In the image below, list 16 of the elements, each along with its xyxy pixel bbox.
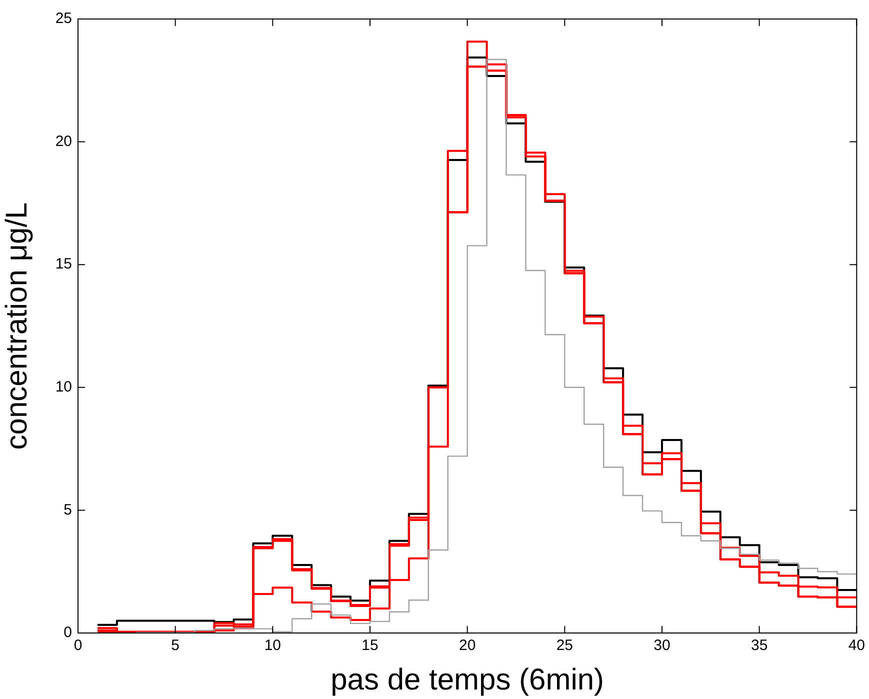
x-tick-label: 35 [750, 637, 768, 654]
y-tick-label: 10 [55, 378, 72, 396]
x-tick-label: 40 [848, 637, 865, 654]
y-tick-label: 5 [64, 501, 72, 518]
y-tick-label: 25 [55, 10, 72, 28]
x-tick-label: 25 [556, 637, 574, 654]
x-axis-title: pas de temps (6min) [330, 663, 604, 696]
x-tick-label: 15 [362, 637, 378, 654]
y-tick-label: 20 [55, 132, 72, 150]
y-axis-title: concentration μg/L [0, 202, 34, 450]
x-tick-label: 5 [171, 637, 180, 654]
x-tick-label: 10 [264, 637, 282, 654]
y-tick-label: 15 [55, 256, 72, 273]
x-tick-label: 30 [654, 637, 670, 654]
x-tick-label: 20 [458, 637, 476, 654]
y-tick-label: 0 [64, 624, 72, 642]
